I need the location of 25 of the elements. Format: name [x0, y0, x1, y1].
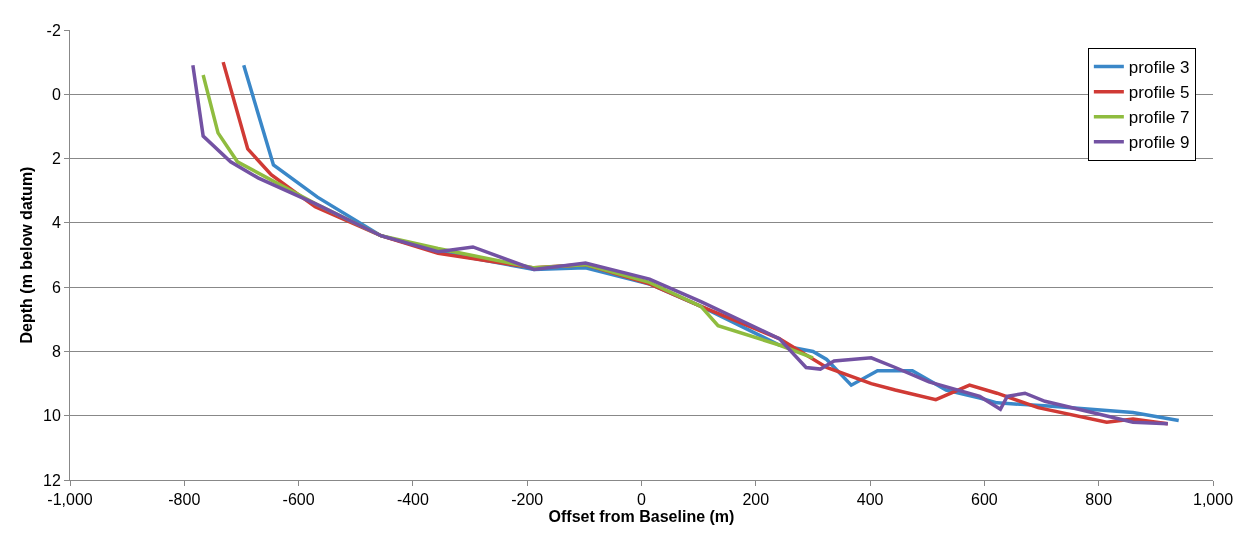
y-tick-label: -2 [46, 21, 61, 39]
y-tick-label: 6 [51, 278, 61, 296]
x-tick-label: 400 [856, 491, 884, 509]
x-tick-label: -800 [168, 491, 201, 509]
y-tick-label: 4 [51, 214, 61, 232]
x-tick-label: 800 [1085, 491, 1113, 509]
x-tick-label: -1,000 [47, 491, 93, 509]
y-axis-title: Depth (m below datum) [17, 166, 35, 344]
y-tick-label: 10 [43, 407, 61, 425]
x-tick-label: 0 [637, 491, 647, 509]
x-axis-title: Offset from Baseline (m) [548, 508, 735, 526]
x-tick-label: -600 [282, 491, 315, 509]
y-tick-label: 2 [51, 150, 61, 168]
legend-label: profile 5 [1128, 83, 1190, 103]
y-tick-label: 0 [51, 85, 61, 103]
legend-label: profile 7 [1128, 108, 1190, 128]
x-tick-label: 1,000 [1192, 491, 1234, 509]
x-tick-label: -400 [396, 491, 430, 509]
legend-label: profile 3 [1128, 58, 1190, 78]
x-tick-label: -200 [511, 491, 544, 509]
x-tick-label: 600 [971, 491, 998, 509]
y-tick-label: 8 [51, 343, 61, 361]
x-tick-label: 200 [742, 491, 770, 509]
legend-label: profile 9 [1128, 133, 1190, 153]
y-tick-label: 12 [43, 471, 61, 489]
